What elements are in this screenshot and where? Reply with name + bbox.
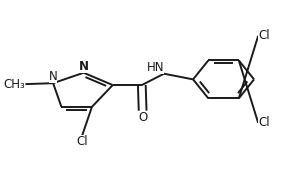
- Text: N: N: [79, 60, 89, 73]
- Text: Cl: Cl: [258, 117, 270, 129]
- Text: Cl: Cl: [76, 135, 88, 148]
- Text: N: N: [49, 70, 58, 83]
- Text: O: O: [138, 111, 147, 124]
- Text: Cl: Cl: [258, 29, 270, 42]
- Text: HN: HN: [147, 61, 164, 74]
- Text: CH₃: CH₃: [4, 78, 25, 91]
